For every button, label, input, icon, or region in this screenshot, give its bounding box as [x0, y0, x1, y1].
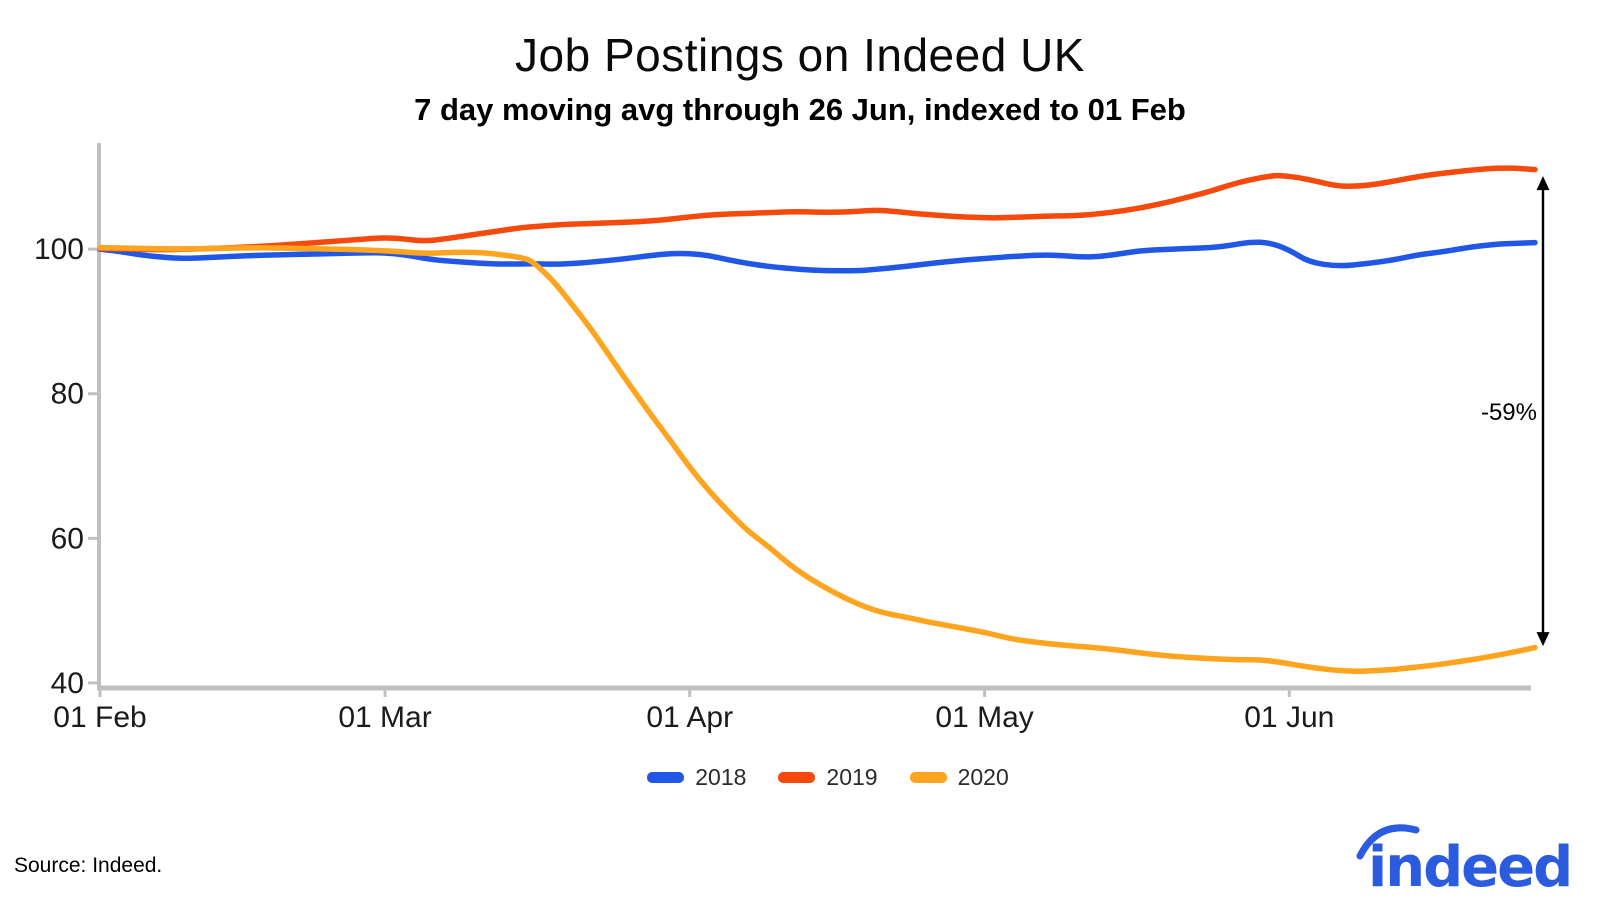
legend-label-2018: 2018: [695, 764, 747, 790]
legend-label-2019: 2019: [826, 764, 878, 790]
y-tick-label: 100: [34, 233, 84, 266]
indeed-logo: indeed: [1334, 806, 1574, 903]
chart-title: Job Postings on Indeed UK: [515, 29, 1085, 81]
indeed-swoosh-icon: [1356, 824, 1420, 860]
y-tick-label: 40: [51, 667, 84, 700]
legend-swatch-2019: [778, 772, 816, 783]
legend-item-2020: 2020: [909, 764, 1009, 791]
annotation-arrow: -59%: [1481, 176, 1550, 647]
legend-swatch-2018: [647, 772, 685, 783]
chart-subtitle: 7 day moving avg through 26 Jun, indexed…: [414, 92, 1186, 127]
x-tick-label: 01 Mar: [338, 701, 431, 734]
legend-swatch-2020: [909, 772, 947, 783]
source-note: Source: Indeed.: [14, 854, 163, 877]
annotation-label: -59%: [1481, 399, 1537, 426]
y-tick-label: 60: [51, 522, 84, 555]
x-tick-label: 01 Jun: [1244, 701, 1334, 734]
legend-label-2020: 2020: [957, 764, 1009, 790]
x-tick-label: 01 Feb: [53, 701, 146, 734]
line-2020: [97, 244, 1538, 674]
chart-series: [97, 165, 1538, 674]
y-tick-label: 80: [51, 378, 84, 411]
indeed-logo-text: indeed: [1368, 835, 1571, 898]
legend-item-2018: 2018: [647, 764, 746, 791]
legend-item-2019: 2019: [778, 764, 878, 791]
x-tick-label: 01 May: [935, 701, 1033, 734]
chart-legend: 2018 2019 2020: [28, 764, 1600, 791]
x-tick-label: 01 Apr: [646, 701, 733, 734]
line-2019: [97, 165, 1538, 253]
